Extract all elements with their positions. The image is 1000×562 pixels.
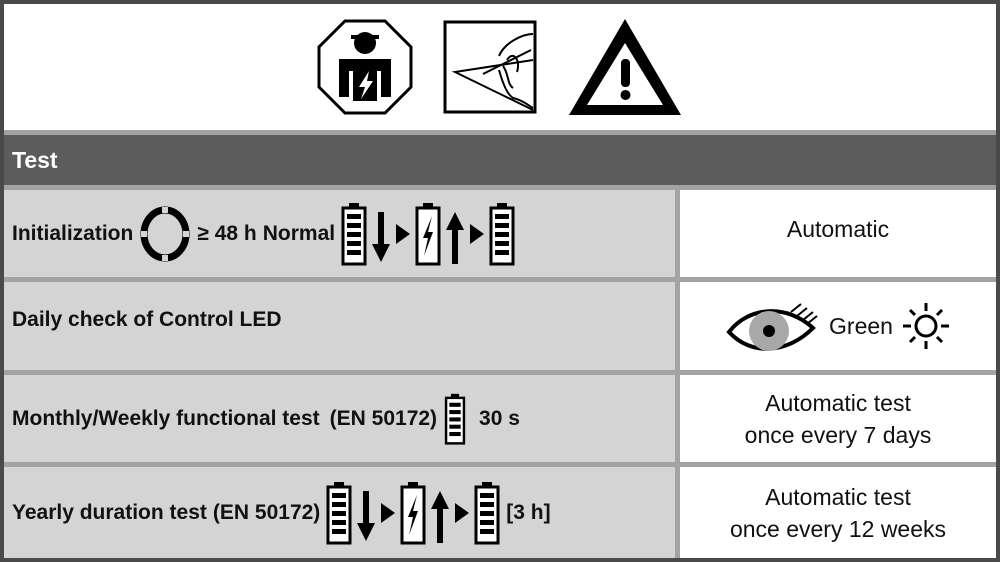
result-text: Automatic <box>786 215 890 242</box>
mains-connection-icon <box>140 206 190 261</box>
led-color-text: Green <box>829 313 893 339</box>
row-label: Daily check of Control LED <box>12 308 282 331</box>
result-line-2: once every 12 weeks <box>729 515 947 542</box>
play-arrow-icon <box>469 202 485 266</box>
read-instructions-icon <box>443 20 537 114</box>
warning-icon <box>569 19 681 115</box>
battery-full-icon <box>489 202 515 266</box>
arrow-down-icon <box>356 481 376 545</box>
play-arrow-icon <box>380 481 396 545</box>
battery-full-icon <box>341 202 367 266</box>
electrician-icon <box>317 19 413 115</box>
battery-full-icon <box>443 393 467 445</box>
row-label: Monthly/Weekly functional test <box>12 406 320 430</box>
standard-text: (EN 50172) <box>212 500 321 524</box>
table-row-monthly-test: Monthly/Weekly functional test (EN 50172… <box>4 375 996 462</box>
symbols-bar <box>4 4 996 130</box>
arrow-up-icon <box>430 481 450 545</box>
mode-text: Normal <box>262 221 336 245</box>
result-line-2: once every 7 days <box>744 421 932 448</box>
battery-charging-icon <box>415 202 441 266</box>
row-label: Yearly duration test <box>12 500 207 524</box>
duration-text: [3 h] <box>506 500 551 524</box>
led-light-icon <box>902 303 949 349</box>
arrow-down-icon <box>371 202 391 266</box>
battery-charging-icon <box>400 481 426 545</box>
duration-text: ≥ 48 h <box>197 221 257 245</box>
row-label: Initialization <box>12 221 134 245</box>
battery-full-icon <box>326 481 352 545</box>
battery-full-icon <box>474 481 500 545</box>
eye-icon <box>726 303 818 351</box>
table-row-yearly-test: Yearly duration test (EN 50172) [3 h] Au… <box>4 467 996 558</box>
table-row-daily-check: Daily check of Control LED Green <box>4 282 996 370</box>
table-row-initialization: Initialization ≥ 48 h Normal Automatic <box>4 190 996 277</box>
arrow-up-icon <box>445 202 465 266</box>
result-line-1: Automatic test <box>765 483 911 510</box>
duration-text: 30 s <box>479 406 520 430</box>
standard-text: (EN 50172) <box>329 406 438 430</box>
section-header: Test <box>4 135 996 185</box>
test-table: Test Initialization ≥ 48 h Normal Automa… <box>4 4 996 558</box>
battery-cycle-sequence <box>326 481 500 545</box>
play-arrow-icon <box>395 202 411 266</box>
result-line-1: Automatic test <box>765 389 911 416</box>
battery-cycle-sequence <box>341 202 515 266</box>
play-arrow-icon <box>454 481 470 545</box>
